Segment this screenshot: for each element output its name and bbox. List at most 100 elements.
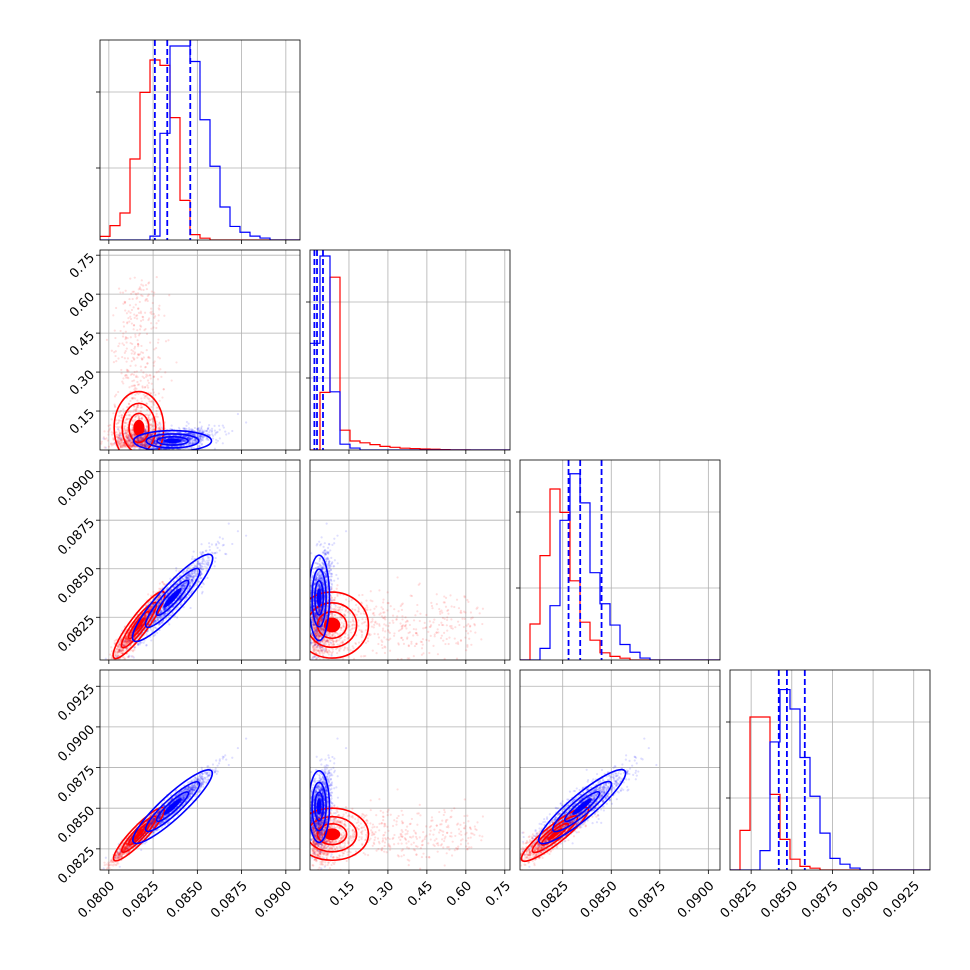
panel-frame-3-1 [309, 669, 511, 871]
contours-blue-3-2 [537, 768, 627, 845]
y-tick-label-1-2: 0.45 [67, 329, 98, 360]
contour-red-1 [310, 815, 358, 853]
panel-frame-3-3 [729, 669, 931, 871]
density-core-blue [316, 588, 322, 608]
x-tick-label-3-3: 0.0900 [840, 879, 883, 922]
x-tick-label-0-0: 0.0800 [75, 879, 118, 922]
contour-red-0 [540, 822, 570, 846]
density-core-blue [163, 438, 182, 444]
contour-blue-2 [310, 554, 331, 642]
contour-blue-2 [131, 553, 214, 643]
panel-2-1 [309, 459, 511, 661]
x-tick-label-3-2: 0.0875 [799, 879, 842, 922]
density-core-red [133, 617, 145, 633]
y-tick-label-1-1: 0.30 [67, 368, 98, 399]
contours-red-1-0 [113, 390, 165, 450]
x-tick-label-3-1: 0.0850 [758, 879, 801, 922]
histogram-red-0 [100, 59, 300, 240]
contours-blue-2-1 [310, 554, 331, 642]
panel-3-1 [309, 669, 511, 871]
x-tick-label-0-4: 0.0900 [252, 879, 295, 922]
y-tick-label-2-3: 0.0900 [55, 467, 98, 510]
contour-red-2 [112, 590, 166, 660]
contour-blue-1 [552, 780, 613, 833]
contour-red-1 [310, 601, 358, 649]
contours-blue-2-0 [131, 553, 214, 643]
contours-red-3-1 [310, 807, 370, 862]
x-tick-label-0-2: 0.0850 [164, 879, 207, 922]
contour-blue-1 [311, 781, 327, 832]
contour-blue-0 [314, 791, 325, 822]
y-tick-label-3-4: 0.0925 [55, 682, 98, 725]
x-tick-label-3-4: 0.0925 [880, 879, 923, 922]
contour-blue-0 [155, 579, 190, 617]
contour-red-2 [310, 591, 370, 659]
panel-frame-2-2 [519, 459, 721, 661]
contour-blue-2 [310, 770, 331, 844]
contour-red-2 [113, 390, 165, 450]
x-tick-label-0-1: 0.0825 [120, 879, 163, 922]
x-tick-label-2-1: 0.0850 [578, 879, 621, 922]
y-tick-label-2-1: 0.0850 [55, 564, 98, 607]
x-tick-label-1-4: 0.75 [483, 879, 514, 910]
y-tick-label-1-3: 0.60 [67, 290, 98, 321]
panel-frame-3-2 [519, 669, 721, 871]
contour-blue-0 [155, 791, 190, 823]
contour-blue-0 [314, 579, 325, 616]
x-tick-label-2-2: 0.0875 [626, 879, 669, 922]
x-tick-label-1-3: 0.60 [444, 879, 475, 910]
histogram-blue-1 [310, 255, 510, 450]
contour-blue-2 [537, 768, 627, 845]
x-tick-label-1-2: 0.45 [405, 879, 436, 910]
density-core-blue [316, 798, 322, 815]
scatter-3-1 [310, 737, 485, 870]
contour-red-1 [120, 601, 158, 649]
contour-red-0 [316, 823, 348, 846]
panel-frame-2-0 [99, 459, 301, 661]
panel-frame-1-1 [309, 249, 511, 451]
panel-frame-0-0 [99, 39, 301, 241]
contour-blue-1 [145, 433, 200, 449]
y-tick-label-3-0: 0.0825 [55, 844, 98, 887]
contours-blue-3-1 [310, 770, 331, 844]
x-tick-label-2-3: 0.0900 [675, 879, 718, 922]
contours-red-2-0 [112, 590, 166, 660]
x-tick-label-0-3: 0.0875 [208, 879, 251, 922]
panel-frame-2-1 [309, 459, 511, 661]
y-tick-label-1-4: 0.75 [67, 251, 98, 282]
y-tick-label-3-2: 0.0875 [55, 763, 98, 806]
histogram-red-2 [520, 488, 720, 660]
contours-blue-1-0 [132, 429, 213, 450]
histogram-red-3 [730, 716, 930, 870]
contour-blue-2 [132, 429, 213, 450]
contours-blue-3-0 [132, 769, 214, 845]
contour-blue-2 [132, 769, 214, 845]
histogram-blue-2 [520, 473, 720, 660]
x-tick-label-1-1: 0.30 [366, 879, 397, 910]
y-tick-label-2-2: 0.0875 [55, 516, 98, 559]
contour-red-0 [127, 610, 151, 640]
panel-0-0 [99, 39, 301, 241]
contour-red-0 [127, 822, 150, 846]
density-core-blue [572, 798, 592, 815]
contour-blue-0 [563, 790, 601, 823]
y-tick-label-3-3: 0.0900 [55, 722, 98, 765]
panel-frame-1-0 [99, 249, 301, 451]
density-core-red [133, 419, 145, 437]
y-tick-label-3-1: 0.0850 [55, 804, 98, 847]
y-tick-label-2-0: 0.0825 [55, 613, 98, 656]
contour-red-1 [120, 815, 157, 853]
panel-3-3 [729, 669, 931, 871]
x-tick-label-1-0: 0.15 [327, 879, 358, 910]
x-tick-label-2-0: 0.0825 [529, 879, 572, 922]
contour-blue-1 [144, 780, 201, 833]
contour-blue-0 [156, 435, 189, 446]
contour-blue-1 [144, 567, 201, 629]
panel-1-0 [99, 249, 301, 451]
histogram-blue-0 [100, 45, 300, 240]
density-core-blue [163, 588, 182, 608]
y-tick-label-1-0: 0.15 [67, 406, 98, 437]
panel-2-2 [519, 459, 721, 661]
contour-red-2 [310, 807, 370, 862]
